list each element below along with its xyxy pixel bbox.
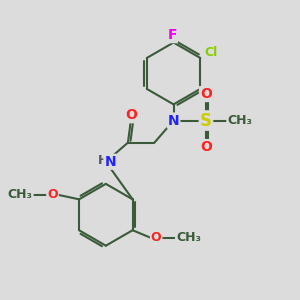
Text: F: F: [167, 28, 177, 42]
Text: CH₃: CH₃: [176, 231, 201, 244]
Text: O: O: [125, 108, 137, 122]
Text: Cl: Cl: [204, 46, 217, 59]
Text: O: O: [47, 188, 58, 201]
Text: H: H: [98, 154, 108, 167]
Text: O: O: [200, 87, 212, 101]
Text: CH₃: CH₃: [227, 114, 252, 127]
Text: S: S: [200, 112, 212, 130]
Text: O: O: [151, 231, 161, 244]
Text: N: N: [104, 155, 116, 169]
Text: CH₃: CH₃: [8, 188, 33, 201]
Text: O: O: [200, 140, 212, 154]
Text: N: N: [168, 114, 179, 128]
